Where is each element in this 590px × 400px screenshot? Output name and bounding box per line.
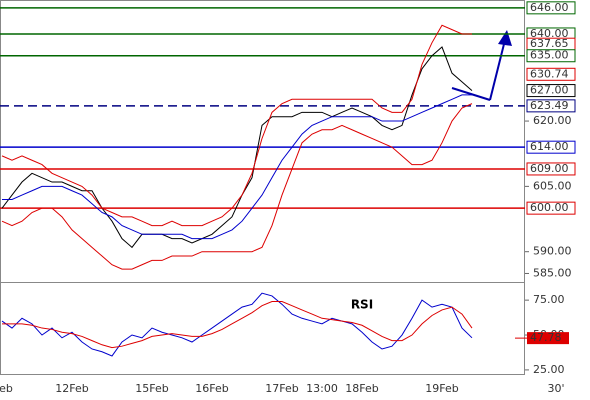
y-tick-label: 585.00 (533, 266, 572, 279)
y-tick-label: 620.00 (533, 114, 572, 127)
rsi-panel (0, 282, 525, 375)
level-label: 640.00 (530, 27, 569, 40)
x-tick-label: 18Feb (345, 382, 378, 395)
y-tick-label: 590.00 (533, 245, 572, 258)
level-label-box (526, 67, 576, 81)
level-label: 635.00 (530, 49, 569, 62)
level-label: 609.00 (530, 162, 569, 175)
level-label: 630.74 (530, 67, 569, 80)
level-label-box (526, 99, 576, 113)
x-tick-label: 15Feb (135, 382, 168, 395)
level-label: 627.00 (530, 84, 569, 97)
series-line (1, 292, 473, 357)
x-corner-label: 30' (547, 382, 564, 395)
last-value-box (527, 332, 569, 345)
forecast-arrow (451, 30, 512, 101)
series-line (2, 94, 472, 240)
level-label-box (526, 201, 576, 215)
price-panel (0, 0, 525, 283)
rsi-title: RSI (351, 298, 373, 312)
y-tick-label: 605.00 (533, 179, 572, 192)
x-tick-label: eb (0, 382, 13, 395)
level-label-box (526, 162, 576, 176)
last-value-label: 47.78 (530, 331, 562, 344)
level-label: 623.49 (530, 99, 569, 112)
x-tick-label: 19Feb (425, 382, 458, 395)
level-label-box (526, 49, 576, 63)
level-label: 600.00 (530, 201, 569, 214)
y-tick-label: 25.00 (533, 363, 565, 376)
level-label-box (526, 140, 576, 154)
y-tick-label: 75.00 (533, 293, 565, 306)
series-line (1, 46, 473, 249)
series-line (1, 24, 472, 227)
level-label: 614.00 (530, 140, 569, 153)
series-line (2, 301, 473, 349)
level-label: 646.00 (530, 1, 569, 14)
x-tick-label: 13:00 (306, 382, 338, 395)
level-label: 637.65 (530, 37, 569, 50)
level-label-box (526, 84, 576, 98)
series-line (1, 103, 473, 270)
level-label-box (526, 1, 576, 15)
x-tick-label: 12Feb (55, 382, 88, 395)
x-tick-label: 17Feb (265, 382, 298, 395)
x-tick-label: 16Feb (195, 382, 228, 395)
